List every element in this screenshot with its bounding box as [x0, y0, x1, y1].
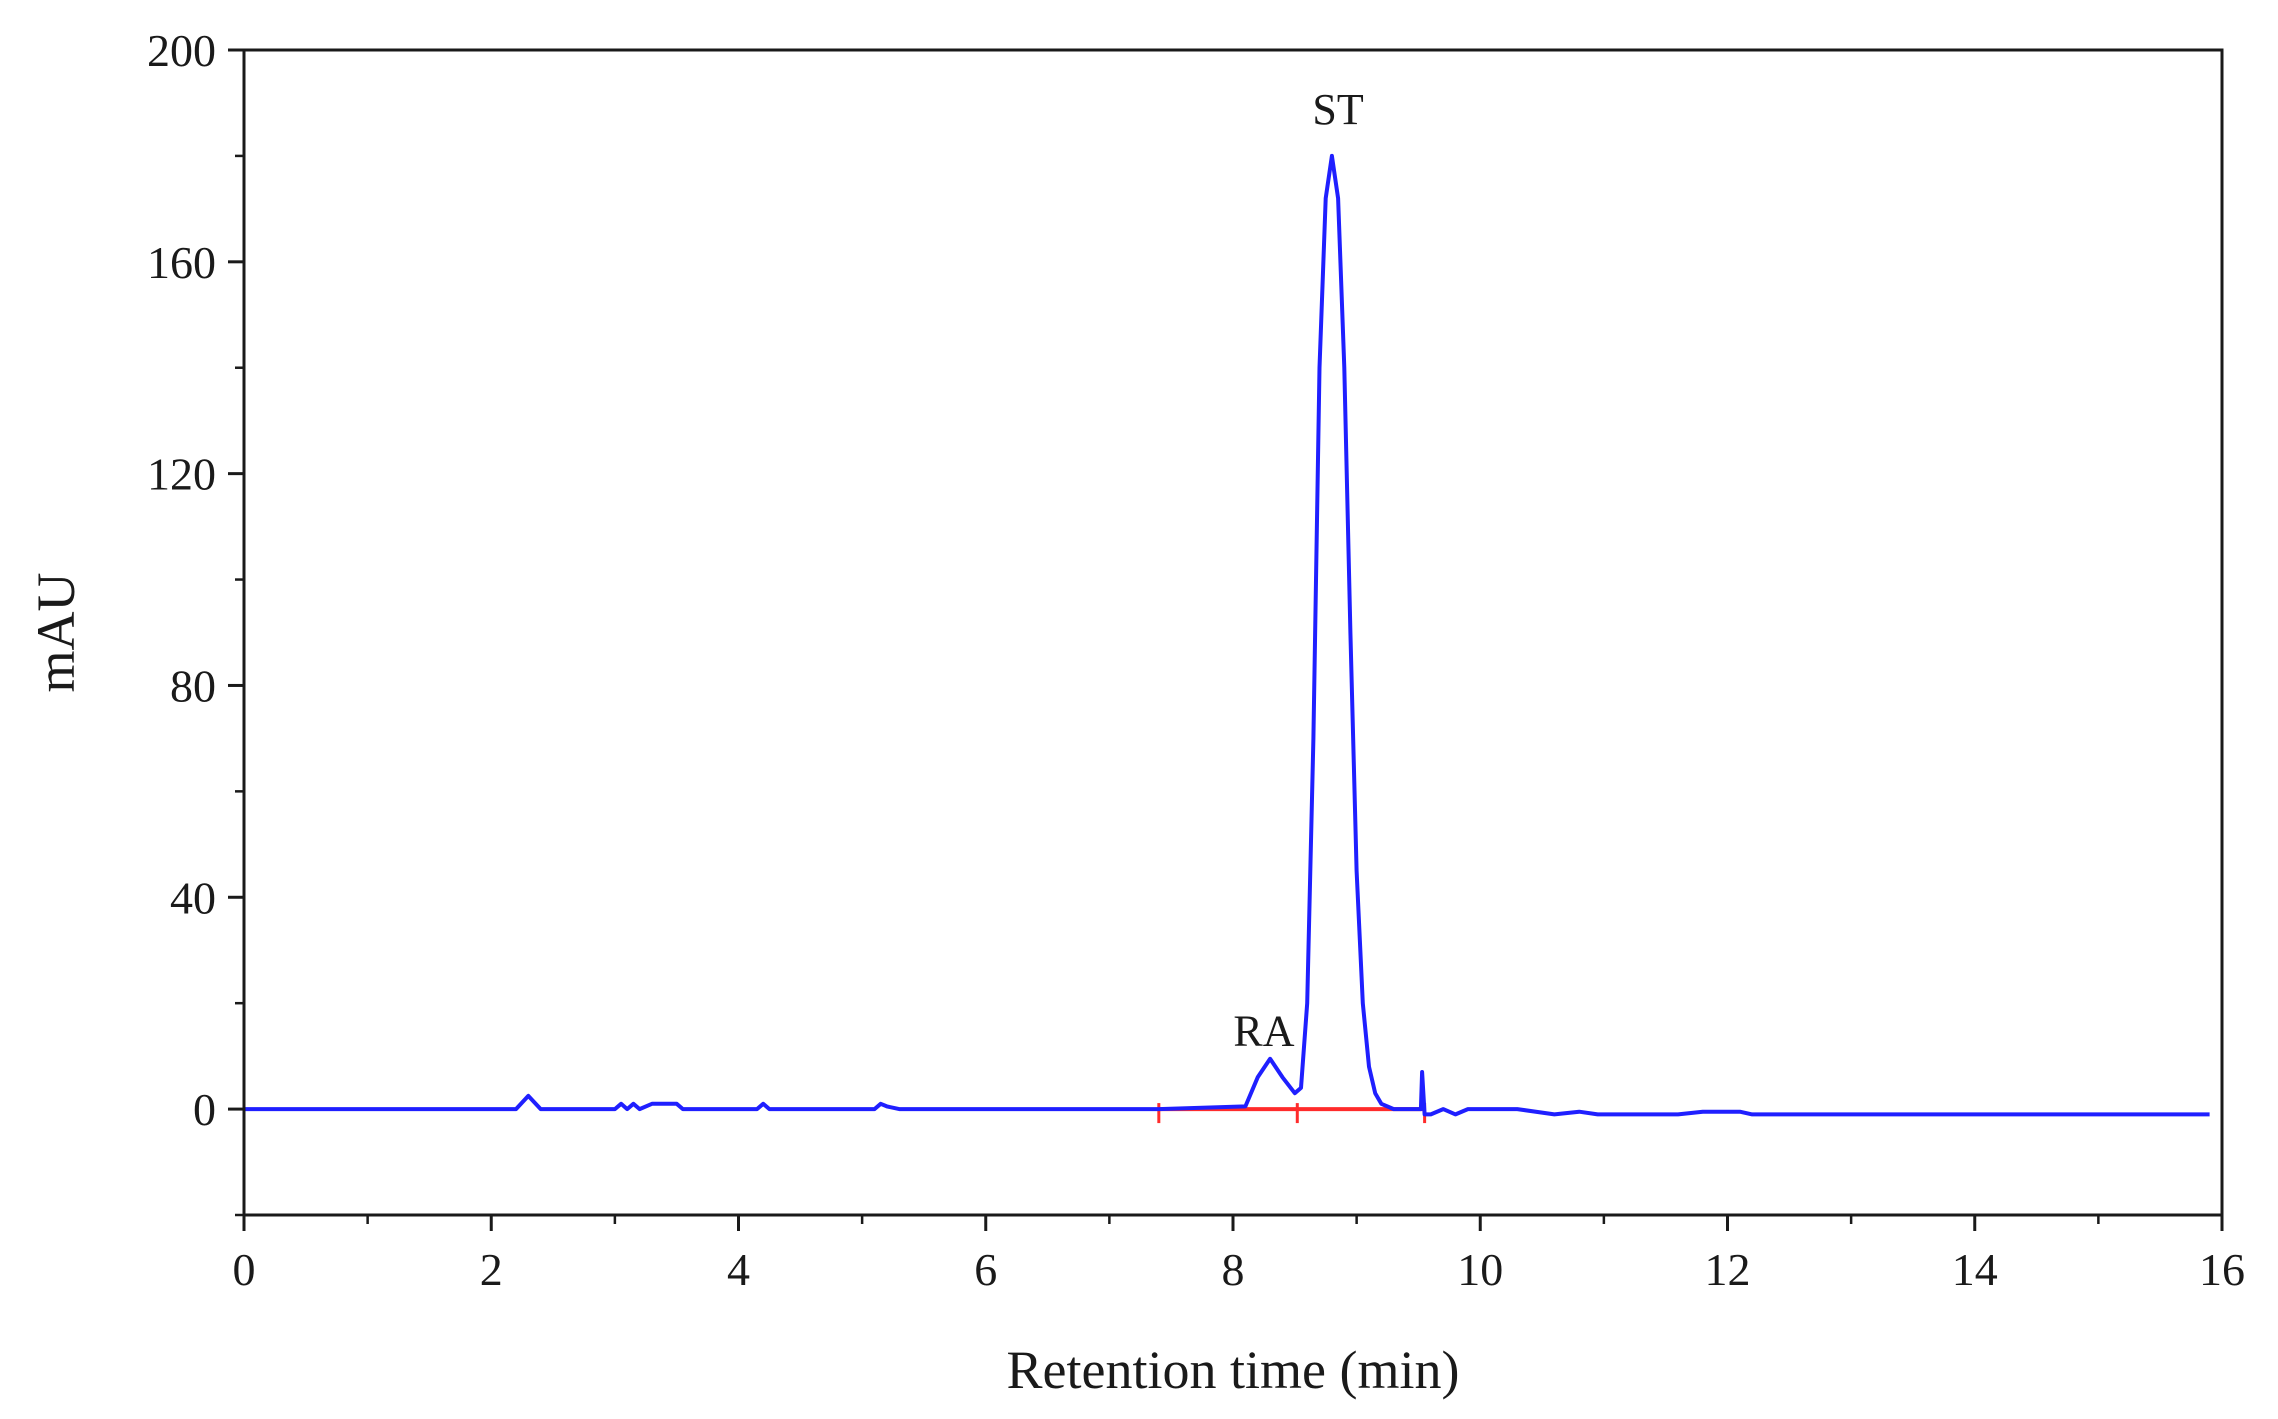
x-tick-label: 6: [974, 1244, 997, 1295]
y-tick-label: 80: [170, 660, 216, 711]
y-axis-ticks: 0 40 80 120 160 200: [147, 25, 244, 1217]
x-tick-label: 12: [1705, 1244, 1751, 1295]
y-tick-label: 0: [193, 1084, 216, 1135]
x-tick-label: 2: [480, 1244, 503, 1295]
y-axis-title: mAU: [26, 573, 86, 693]
x-tick-label: 16: [2199, 1244, 2245, 1295]
x-axis-title: Retention time (min): [1007, 1340, 1460, 1400]
peak-annotations: RA ST: [1233, 85, 1364, 1055]
series-layer: [244, 153, 2210, 1124]
y-tick-label: 40: [170, 872, 216, 923]
y-tick-label: 200: [147, 25, 216, 76]
chromatogram-line: [244, 153, 2210, 1117]
peak-label-ra: RA: [1233, 1007, 1294, 1056]
y-tick-label: 160: [147, 237, 216, 288]
x-tick-label: 14: [1952, 1244, 1998, 1295]
x-axis-ticks: 0 2 4 6 8 10 12 14 16: [233, 1215, 2245, 1295]
y-tick-label: 120: [147, 449, 216, 500]
x-tick-label: 8: [1222, 1244, 1245, 1295]
x-tick-label: 10: [1457, 1244, 1503, 1295]
peak-label-st: ST: [1312, 85, 1363, 134]
x-tick-label: 4: [727, 1244, 750, 1295]
x-tick-label: 0: [233, 1244, 256, 1295]
